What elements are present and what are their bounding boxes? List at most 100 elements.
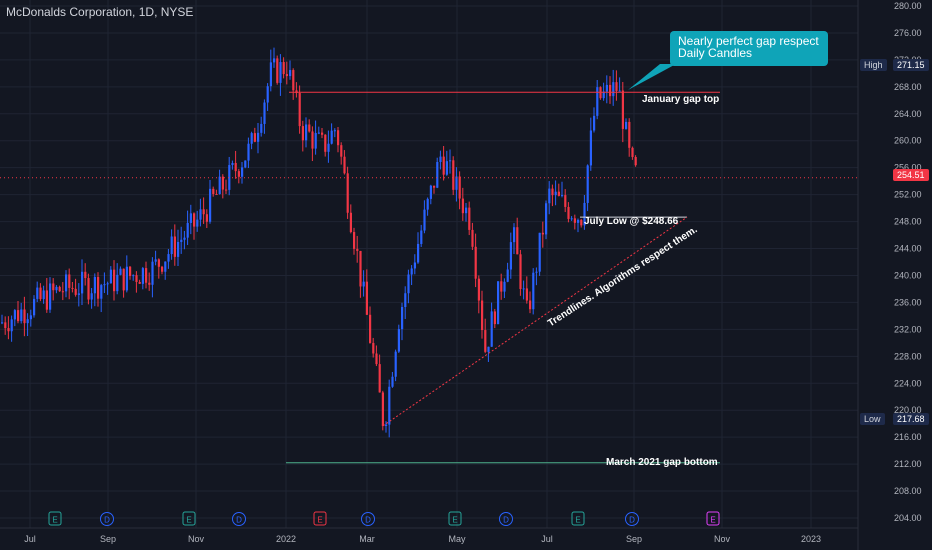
candle-body xyxy=(346,173,349,213)
candle-body xyxy=(337,130,340,146)
event-marker-letter: E xyxy=(317,516,322,525)
candle-body xyxy=(436,162,439,188)
callout-pointer xyxy=(628,64,676,90)
event-marker-letter: D xyxy=(104,516,110,525)
dividend-marker xyxy=(361,512,375,526)
candle-body xyxy=(279,62,282,83)
candle-body xyxy=(561,195,564,197)
event-marker-letter: E xyxy=(186,516,191,525)
candle-body xyxy=(589,130,592,166)
candle-body xyxy=(145,268,148,283)
candle-body xyxy=(455,176,458,190)
candle-body xyxy=(468,207,471,230)
march-gap-bottom-label: March 2021 gap bottom xyxy=(606,457,718,468)
price-tick-label: 204.00 xyxy=(894,513,922,523)
time-tick-label: Jul xyxy=(24,534,36,544)
price-tick-label: 232.00 xyxy=(894,324,922,334)
candle-body xyxy=(289,70,292,77)
price-tick-label: 268.00 xyxy=(894,82,922,92)
candle-body xyxy=(573,218,576,223)
candle-body xyxy=(273,58,276,63)
candle-body xyxy=(113,269,116,292)
candle-body xyxy=(439,156,442,163)
candle-body xyxy=(253,133,256,142)
time-tick-label: Nov xyxy=(188,534,205,544)
price-tick-label: 240.00 xyxy=(894,270,922,280)
callout-line-2: Daily Candles xyxy=(678,46,753,60)
candle-body xyxy=(282,62,285,75)
low-tag-value: 217.68 xyxy=(893,413,929,425)
candle-body xyxy=(93,277,96,294)
candle-body xyxy=(324,134,327,152)
candle-body xyxy=(397,329,400,352)
candle-body xyxy=(52,283,55,291)
candle-body xyxy=(129,266,132,276)
candle-body xyxy=(103,284,106,286)
callout-note: Nearly perfect gap respect Daily Candles xyxy=(670,31,828,66)
candles xyxy=(1,47,637,438)
price-tick-label: 256.00 xyxy=(894,163,922,173)
earnings-marker xyxy=(48,511,62,526)
candle-body xyxy=(593,115,596,131)
candle-body xyxy=(125,266,128,291)
event-marker-letter: E xyxy=(452,516,457,525)
candle-body xyxy=(29,315,32,320)
earnings-marker xyxy=(571,511,585,526)
candle-body xyxy=(231,162,234,166)
low-tag-label: Low xyxy=(860,413,885,425)
candle-body xyxy=(564,195,567,207)
candle-body xyxy=(471,229,474,247)
time-tick-label: Sep xyxy=(626,534,642,544)
candle-body xyxy=(122,268,125,291)
price-axis-bg xyxy=(858,0,932,550)
candle-body xyxy=(541,232,544,235)
candle-body xyxy=(401,306,404,330)
candle-body xyxy=(269,62,272,87)
candle-body xyxy=(570,218,573,220)
candle-body xyxy=(343,156,346,174)
last-price-tag: 254.51 xyxy=(893,169,929,181)
candle-body xyxy=(621,90,624,129)
candle-body xyxy=(250,133,253,144)
candle-body xyxy=(305,124,308,141)
candle-body xyxy=(481,300,484,331)
time-tick-label: Nov xyxy=(714,534,731,544)
candle-body xyxy=(7,328,10,332)
candle-body xyxy=(442,156,445,175)
candle-body xyxy=(314,132,317,149)
candle-body xyxy=(4,322,7,329)
time-tick-label: Sep xyxy=(100,534,116,544)
candle-body xyxy=(618,90,621,92)
trendline xyxy=(382,216,688,427)
candle-body xyxy=(356,248,359,251)
candle-body xyxy=(625,121,628,129)
candle-body xyxy=(116,274,119,292)
candle-body xyxy=(519,254,522,290)
candle-body xyxy=(106,283,109,285)
candle-body xyxy=(138,281,141,284)
candle-body xyxy=(362,281,365,287)
candle-body xyxy=(161,266,164,272)
candle-body xyxy=(225,189,228,191)
candle-body xyxy=(445,161,448,175)
candle-body xyxy=(500,281,503,292)
candle-body xyxy=(26,319,29,324)
candle-body xyxy=(433,185,436,188)
grid xyxy=(0,0,858,528)
candle-body xyxy=(554,191,557,196)
price-tick-label: 260.00 xyxy=(894,136,922,146)
event-marker-letter: D xyxy=(236,516,242,525)
candle-body xyxy=(148,282,151,285)
dividend-marker xyxy=(232,512,246,526)
candle-body xyxy=(477,278,480,301)
candle-body xyxy=(311,131,314,149)
candle-body xyxy=(615,82,618,91)
time-tick-label: 2023 xyxy=(801,534,821,544)
candle-body xyxy=(381,392,384,426)
candle-body xyxy=(141,268,144,284)
candle-body xyxy=(20,309,23,322)
candle-body xyxy=(74,288,77,295)
candle-body xyxy=(260,123,263,133)
